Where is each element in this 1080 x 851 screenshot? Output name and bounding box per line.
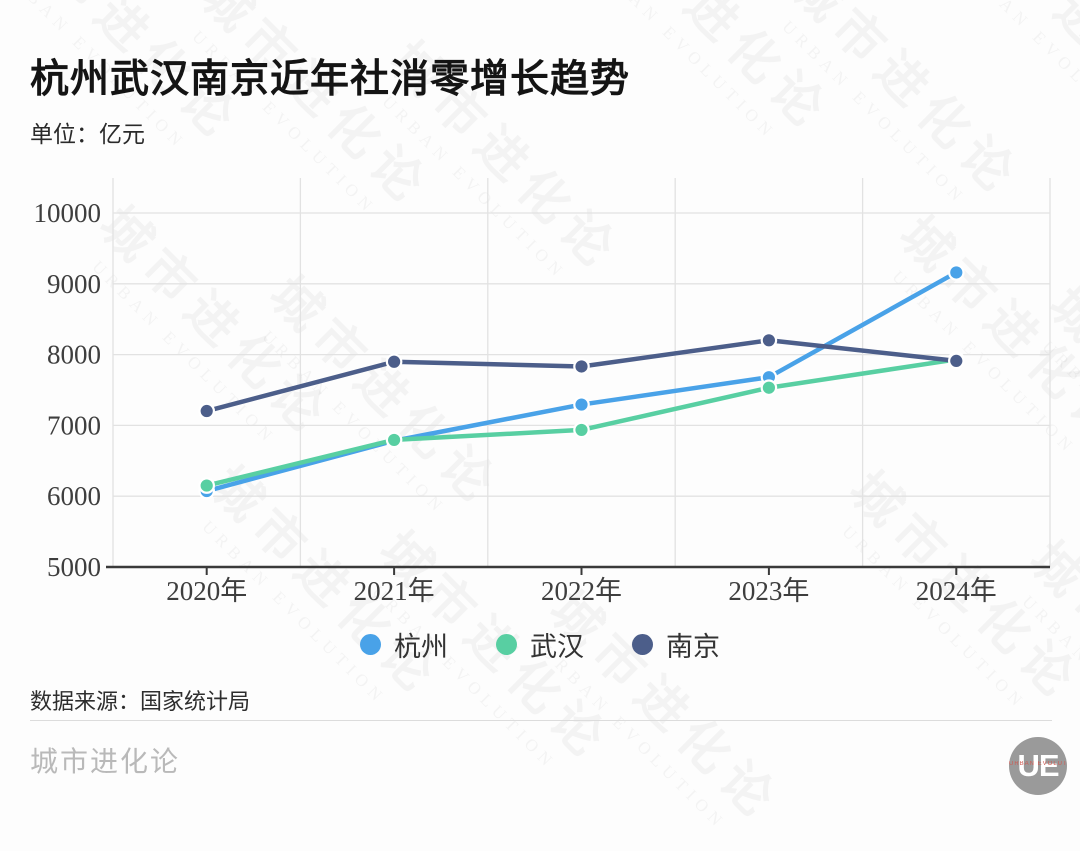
legend-dot-icon xyxy=(632,634,653,655)
ue-logo-text: UE xyxy=(1017,748,1059,783)
x-tick-label: 2024年 xyxy=(916,576,997,606)
data-point-hangzhou-2 xyxy=(573,396,590,413)
x-tick-label: 2022年 xyxy=(541,576,622,606)
legend-label: 南京 xyxy=(666,632,720,662)
legend-label: 武汉 xyxy=(530,632,584,662)
data-point-wuhan-2 xyxy=(573,421,590,439)
watermark-en-text: URBAN EVOLUTION xyxy=(538,642,730,834)
x-tick-label: 2023年 xyxy=(728,576,809,606)
y-tick-label: 8000 xyxy=(47,340,101,370)
data-point-wuhan-0 xyxy=(198,477,215,494)
ue-logo: UE URBAN EVOLUTION xyxy=(1009,737,1067,795)
watermark-cn-text: 城市进化论 xyxy=(959,0,1080,148)
data-point-wuhan-3 xyxy=(760,379,778,397)
y-tick-label: 10000 xyxy=(34,198,102,228)
y-tick-label: 6000 xyxy=(47,481,101,511)
line-chart: 5000 6000 7000 8000 9000 10000 2020年 2021年 2022年… xyxy=(34,178,1051,606)
page-title: 杭州武汉南京近年社消零增长趋势 xyxy=(30,58,631,102)
chart-legend: 杭州 武汉 南京 xyxy=(0,625,1080,664)
data-point-wuhan-1 xyxy=(385,431,403,449)
x-tick-label: 2021年 xyxy=(354,576,435,606)
legend-item-nanjing: 南京 xyxy=(632,625,720,664)
y-tick-label: 5000 xyxy=(47,552,101,582)
y-tick-label: 9000 xyxy=(47,269,101,299)
footer-divider xyxy=(30,720,1052,721)
unit-label: 单位：亿元 xyxy=(30,122,145,147)
data-point-nanjing-2 xyxy=(573,358,590,375)
data-point-nanjing-3 xyxy=(760,331,778,349)
legend-item-wuhan: 武汉 xyxy=(496,625,584,664)
legend-dot-icon xyxy=(496,634,517,655)
data-point-nanjing-0 xyxy=(198,402,215,420)
legend-dot-icon xyxy=(360,634,381,655)
data-point-hangzhou-4 xyxy=(947,264,965,281)
brand-name: 城市进化论 xyxy=(30,747,181,778)
data-point-nanjing-1 xyxy=(385,353,403,371)
data-point-nanjing-4 xyxy=(947,352,965,370)
legend-label: 杭州 xyxy=(394,632,448,662)
source-note: 数据来源：国家统计局 xyxy=(30,689,251,714)
y-tick-label: 7000 xyxy=(47,410,101,440)
legend-item-hangzhou: 杭州 xyxy=(360,625,448,664)
ue-logo-subtext: URBAN EVOLUTION xyxy=(1009,761,1067,767)
watermark-en-text: URBAN EVOLUTION xyxy=(958,0,1080,149)
x-tick-label: 2020年 xyxy=(166,576,247,606)
